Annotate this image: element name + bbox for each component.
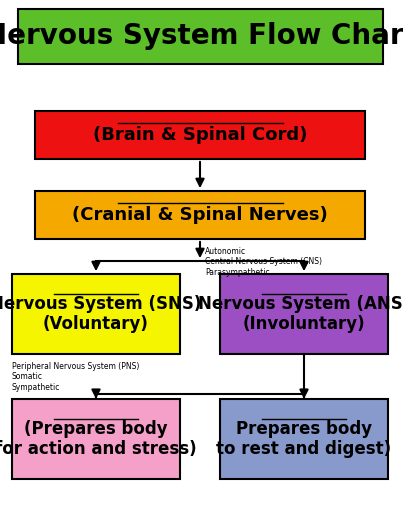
Text: (Brain & Spinal Cord): (Brain & Spinal Cord) [93,126,307,144]
Text: Prepares body
to rest and digest): Prepares body to rest and digest) [216,419,392,458]
FancyBboxPatch shape [220,399,388,479]
Text: (Cranial & Spinal Nerves): (Cranial & Spinal Nerves) [72,206,328,224]
Text: Nervous System (SNS)
(Voluntary): Nervous System (SNS) (Voluntary) [0,295,202,333]
Text: Nervous System (ANS)
(Involuntary): Nervous System (ANS) (Involuntary) [198,295,403,333]
FancyBboxPatch shape [12,399,180,479]
FancyBboxPatch shape [35,111,365,159]
Text: Peripheral Nervous System (PNS)
Somatic
Sympathetic: Peripheral Nervous System (PNS) Somatic … [12,362,139,392]
FancyBboxPatch shape [220,274,388,354]
FancyBboxPatch shape [35,191,365,239]
Text: Nervous System Flow Chart: Nervous System Flow Chart [0,22,403,50]
Text: (Prepares body
for action and stress): (Prepares body for action and stress) [0,419,197,458]
FancyBboxPatch shape [18,9,383,64]
FancyBboxPatch shape [12,274,180,354]
Text: Autonomic
Central Nervous System (CNS)
Parasympathetic: Autonomic Central Nervous System (CNS) P… [205,247,322,277]
